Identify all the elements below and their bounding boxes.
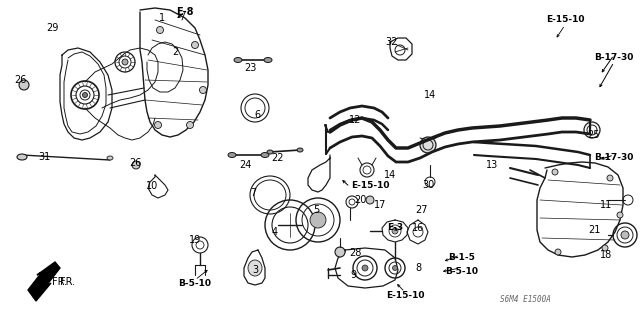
Text: 10: 10 [146, 181, 158, 191]
Circle shape [19, 80, 29, 90]
Text: 29: 29 [46, 23, 58, 33]
Text: 22: 22 [271, 153, 284, 163]
Ellipse shape [261, 152, 269, 158]
Text: 20: 20 [354, 195, 366, 205]
Text: 6: 6 [254, 110, 260, 120]
Text: 16: 16 [412, 223, 424, 233]
Ellipse shape [267, 150, 273, 154]
Text: 25: 25 [587, 130, 599, 140]
Circle shape [122, 59, 128, 65]
Text: 21: 21 [588, 225, 600, 235]
Text: 13: 13 [486, 160, 498, 170]
Circle shape [366, 196, 374, 204]
Text: E-15-10: E-15-10 [351, 181, 389, 189]
Text: B-5-10: B-5-10 [445, 266, 479, 276]
Text: 32: 32 [386, 37, 398, 47]
Text: B-17-30: B-17-30 [595, 54, 634, 63]
Circle shape [132, 161, 140, 169]
Ellipse shape [17, 154, 27, 160]
Circle shape [392, 228, 398, 234]
Ellipse shape [107, 156, 113, 160]
Text: 3: 3 [252, 265, 258, 275]
Circle shape [555, 249, 561, 255]
Text: 8: 8 [415, 263, 421, 273]
Ellipse shape [228, 152, 236, 158]
Ellipse shape [234, 57, 242, 63]
Polygon shape [28, 262, 60, 301]
Text: B-17-30: B-17-30 [595, 153, 634, 162]
Text: 7: 7 [250, 188, 256, 198]
Text: 9: 9 [350, 270, 356, 280]
Circle shape [362, 265, 368, 271]
Text: FR.: FR. [52, 277, 68, 287]
Text: 14: 14 [424, 90, 436, 100]
Circle shape [200, 86, 207, 93]
Circle shape [186, 122, 193, 129]
Text: B-1-5: B-1-5 [449, 254, 476, 263]
Text: 31: 31 [38, 152, 50, 162]
Circle shape [191, 41, 198, 48]
Text: 30: 30 [422, 180, 434, 190]
Text: 5: 5 [313, 205, 319, 215]
Ellipse shape [297, 148, 303, 152]
Text: FR.: FR. [60, 277, 76, 287]
Circle shape [602, 245, 608, 251]
Circle shape [617, 212, 623, 218]
Circle shape [154, 122, 161, 129]
Text: E-15-10: E-15-10 [546, 16, 584, 25]
Text: 26: 26 [129, 158, 141, 168]
Ellipse shape [248, 260, 262, 276]
Text: 17: 17 [374, 200, 386, 210]
Text: 14: 14 [384, 170, 396, 180]
Text: 2: 2 [172, 47, 178, 57]
Text: S6M4 E1500A: S6M4 E1500A [500, 295, 551, 305]
Circle shape [621, 231, 629, 239]
Text: E-15-10: E-15-10 [386, 291, 424, 300]
Text: 18: 18 [600, 250, 612, 260]
Circle shape [392, 265, 397, 271]
Text: 11: 11 [600, 200, 612, 210]
Text: 24: 24 [239, 160, 251, 170]
Circle shape [310, 212, 326, 228]
Text: E-8: E-8 [176, 7, 194, 17]
Text: 23: 23 [244, 63, 256, 73]
Text: E-3: E-3 [387, 224, 403, 233]
Circle shape [552, 169, 558, 175]
Circle shape [420, 137, 436, 153]
Circle shape [157, 26, 163, 33]
Text: B-5-10: B-5-10 [179, 278, 211, 287]
Text: 27: 27 [416, 205, 428, 215]
Circle shape [83, 93, 88, 98]
Circle shape [607, 175, 613, 181]
Text: 26: 26 [14, 75, 26, 85]
Ellipse shape [264, 57, 272, 63]
Text: 19: 19 [189, 235, 201, 245]
Text: 1: 1 [159, 13, 165, 23]
Circle shape [335, 247, 345, 257]
Text: 28: 28 [349, 248, 361, 258]
Text: 4: 4 [272, 227, 278, 237]
Text: 12: 12 [349, 115, 361, 125]
